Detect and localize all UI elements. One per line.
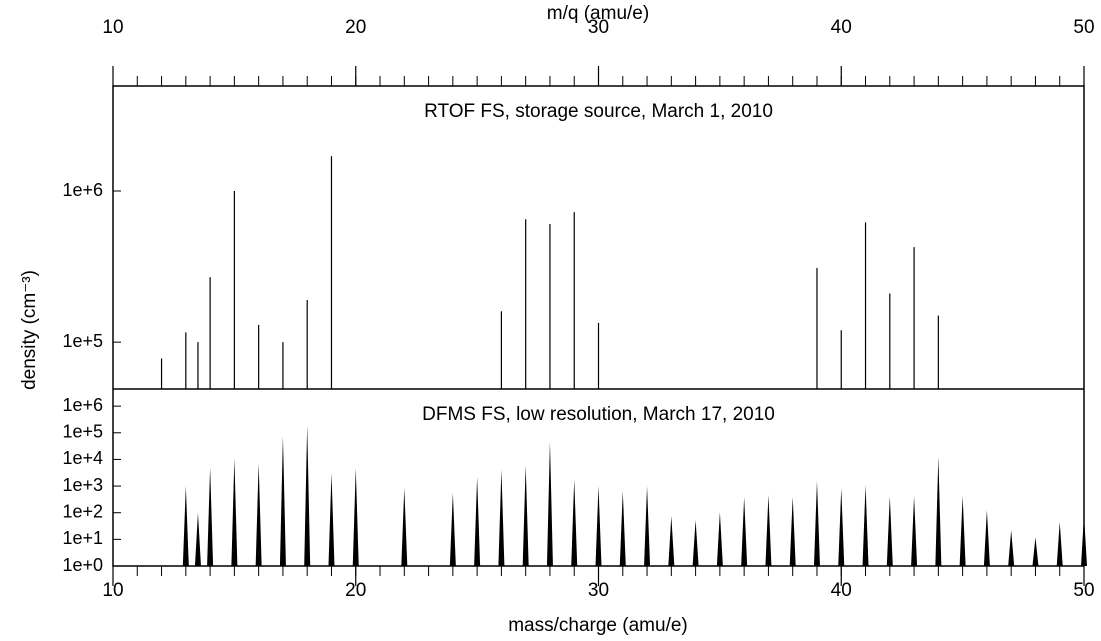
spectrum-peak [474, 476, 481, 566]
x-tick-label: 10 [102, 580, 123, 601]
y-tick-label: 1e+0 [62, 555, 103, 575]
spectrum-peak [765, 495, 772, 566]
spectrum-peak [838, 487, 845, 566]
y-tick-label: 1e+6 [62, 180, 103, 200]
x-tick-label: 40 [831, 17, 852, 38]
x-tick-label: 20 [345, 580, 366, 601]
spectrum-peak [1008, 530, 1015, 566]
y-tick-label: 1e+2 [62, 501, 103, 521]
spectrum-peak [522, 465, 529, 566]
spectrum-peak [571, 479, 578, 566]
spectrum-peak [231, 458, 238, 566]
x-tick-label: 20 [345, 17, 366, 38]
spectrum-peak [498, 469, 505, 566]
x-tick-label: 10 [102, 17, 123, 38]
x-tick-label: 50 [1073, 17, 1094, 38]
spectrum-peak [983, 510, 990, 566]
spectrum-peak [352, 468, 359, 566]
y-tick-label: 1e+1 [62, 528, 103, 548]
panel-title: DFMS FS, low resolution, March 17, 2010 [422, 404, 775, 425]
top-axis-label: m/q (amu/e) [547, 3, 649, 24]
x-tick-label: 40 [831, 580, 852, 601]
spectrum-peak [935, 456, 942, 566]
spectrum-peak [207, 467, 214, 566]
panel-title: RTOF FS, storage source, March 1, 2010 [424, 101, 773, 122]
x-tick-label: 50 [1073, 580, 1094, 601]
spectrum-peak [279, 436, 286, 566]
y-tick-label: 1e+5 [62, 331, 103, 351]
y-tick-label: 1e+5 [62, 422, 103, 442]
spectrum-peak [1032, 537, 1039, 566]
spectrum-peak [304, 425, 311, 566]
spectrum-peak [449, 492, 456, 566]
spectrum-peak [401, 487, 408, 566]
y-tick-label: 1e+3 [62, 475, 103, 495]
spectrum-peak [789, 496, 796, 566]
spectrum-peak [741, 496, 748, 566]
spectrum-peak [862, 484, 869, 566]
spectrum-peak [595, 486, 602, 566]
spectrum-peak [328, 472, 335, 566]
x-tick-label: 30 [588, 580, 609, 601]
y-tick-label: 1e+6 [62, 395, 103, 415]
spectrum-peak [194, 512, 201, 566]
spectrum-peak [619, 491, 626, 566]
spectrum-peak [886, 496, 893, 566]
spectrum-peak [182, 486, 189, 566]
spectrum-peak [668, 516, 675, 566]
spectrum-peak [1056, 521, 1063, 566]
spectrum-peak [546, 442, 553, 566]
bottom-axis-label: mass/charge (amu/e) [508, 615, 688, 636]
y-tick-label: 1e+4 [62, 448, 103, 468]
y-axis-label: density (cm⁻³) [19, 270, 40, 390]
spectrum-peak [716, 512, 723, 566]
spectrum-peak [1081, 515, 1087, 566]
spectrum-peak [255, 463, 262, 566]
spectrum-peak [692, 520, 699, 566]
spectrum-peak [813, 481, 820, 566]
x-tick-label: 30 [588, 17, 609, 38]
spectrum-peak [959, 496, 966, 566]
spectrum-peak [644, 486, 651, 566]
spectrum-peak [911, 496, 918, 566]
